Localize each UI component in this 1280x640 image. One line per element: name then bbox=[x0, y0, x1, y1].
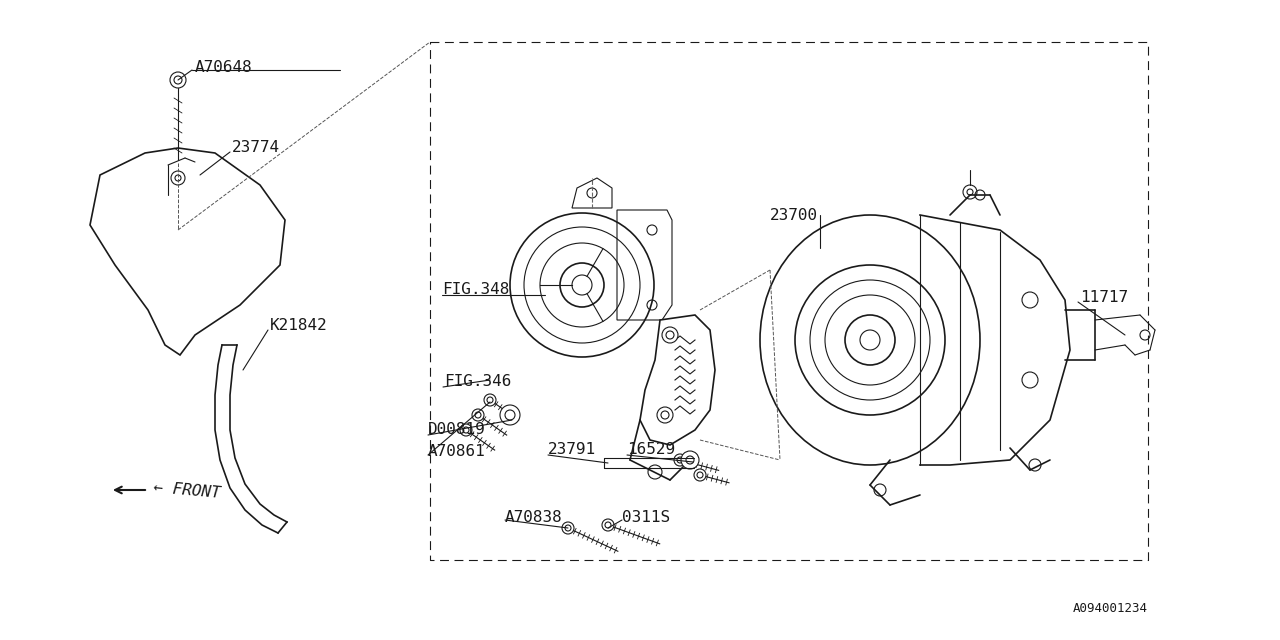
Circle shape bbox=[484, 394, 497, 406]
Circle shape bbox=[472, 409, 484, 421]
Text: 23791: 23791 bbox=[548, 442, 596, 458]
Text: 0311S: 0311S bbox=[622, 509, 671, 525]
Circle shape bbox=[602, 519, 614, 531]
Text: A70648: A70648 bbox=[195, 61, 252, 76]
Text: A70861: A70861 bbox=[428, 445, 485, 460]
Circle shape bbox=[562, 522, 573, 534]
Text: 16529: 16529 bbox=[627, 442, 675, 458]
Text: A094001234: A094001234 bbox=[1073, 602, 1148, 614]
Text: 23774: 23774 bbox=[232, 141, 280, 156]
Circle shape bbox=[694, 469, 707, 481]
Circle shape bbox=[460, 424, 472, 436]
Text: FIG.346: FIG.346 bbox=[444, 374, 512, 390]
Text: 11717: 11717 bbox=[1080, 291, 1128, 305]
Text: K21842: K21842 bbox=[270, 317, 328, 333]
Circle shape bbox=[681, 451, 699, 469]
Text: 23700: 23700 bbox=[771, 207, 818, 223]
Text: A70838: A70838 bbox=[506, 509, 563, 525]
Circle shape bbox=[662, 327, 678, 343]
Circle shape bbox=[657, 407, 673, 423]
Text: ← FRONT: ← FRONT bbox=[154, 479, 221, 500]
Text: D00819: D00819 bbox=[428, 422, 485, 438]
Circle shape bbox=[500, 405, 520, 425]
Circle shape bbox=[675, 454, 686, 466]
Text: FIG.348: FIG.348 bbox=[442, 282, 509, 298]
Polygon shape bbox=[640, 315, 716, 445]
